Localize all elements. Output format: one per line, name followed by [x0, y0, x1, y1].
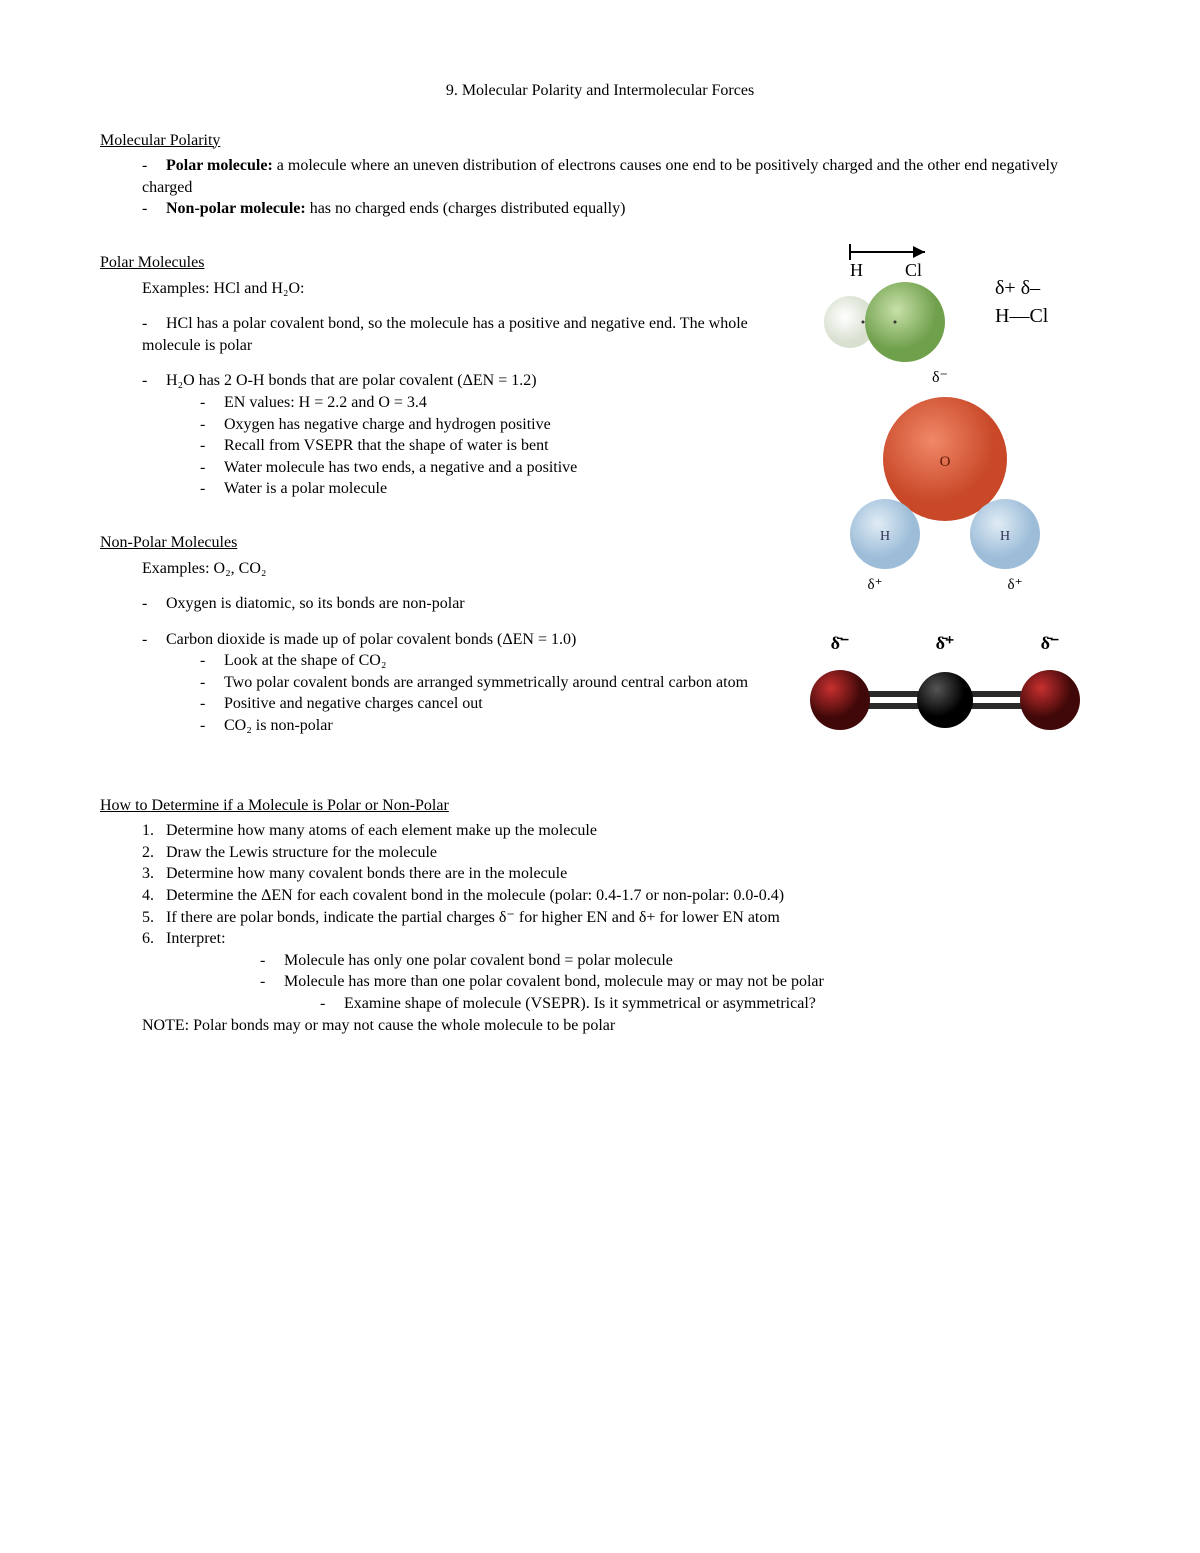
text-nonpolar-examples: Examples: O₂, CO₂: [142, 558, 790, 580]
bullet-nonpolar-molecule: -Non-polar molecule: has no charged ends…: [142, 198, 1100, 220]
svg-text:H: H: [850, 260, 863, 280]
step-4: 4.Determine the ΔEN for each covalent bo…: [142, 885, 1100, 907]
bullet-h2o-en: -EN values: H = 2.2 and O = 3.4: [200, 392, 790, 414]
bullet-h2o: -H₂O has 2 O-H bonds that are polar cova…: [142, 370, 790, 392]
bullet-h2o-ends: -Water molecule has two ends, a negative…: [200, 457, 790, 479]
text-polar-molecule: a molecule where an uneven distribution …: [142, 157, 1058, 196]
svg-text:δ⁻: δ⁻: [932, 369, 948, 386]
heading-how-to-determine: How to Determine if a Molecule is Polar …: [100, 795, 1100, 817]
svg-text:H: H: [1000, 529, 1010, 544]
bullet-co2-symmetric: -Two polar covalent bonds are arranged s…: [200, 672, 790, 694]
bullet-h2o-polar: -Water is a polar molecule: [200, 478, 790, 500]
bullet-h2o-charge: -Oxygen has negative charge and hydrogen…: [200, 414, 790, 436]
svg-text:Cl: Cl: [905, 260, 922, 280]
label-nonpolar-molecule: Non-polar molecule:: [166, 200, 306, 217]
bullet-hcl: -HCl has a polar covalent bond, so the m…: [142, 313, 790, 356]
svg-text:δ̄⁻: δ̄⁻: [1041, 633, 1060, 653]
step-6b: -Molecule has more than one polar covale…: [260, 971, 1100, 993]
step-6: 6.Interpret:: [142, 928, 1100, 950]
bullet-o2: -Oxygen is diatomic, so its bonds are no…: [142, 593, 790, 615]
svg-text:H—Cl: H—Cl: [995, 305, 1049, 327]
note-polar-bonds: NOTE: Polar bonds may or may not cause t…: [142, 1015, 1100, 1037]
bullet-co2: -Carbon dioxide is made up of polar cova…: [142, 629, 790, 651]
svg-text:δ⁺: δ⁺: [868, 577, 883, 593]
bullet-h2o-vsepr: -Recall from VSEPR that the shape of wat…: [200, 435, 790, 457]
diagram-co2: δ̄⁻ δ̄⁺ δ̄⁻: [800, 629, 1090, 749]
page-title: 9. Molecular Polarity and Intermolecular…: [100, 80, 1100, 102]
text-polar-examples: Examples: HCl and H₂O:: [142, 278, 790, 300]
text-nonpolar-molecule: has no charged ends (charges distributed…: [306, 200, 626, 217]
svg-text:O: O: [940, 454, 951, 470]
diagram-h2o: δ⁻ O H H δ⁺ δ⁺: [815, 364, 1075, 594]
bullet-polar-molecule: -Polar molecule: a molecule where an une…: [142, 155, 1100, 198]
svg-text:H: H: [880, 529, 890, 544]
step-6b1: -Examine shape of molecule (VSEPR). Is i…: [320, 993, 1100, 1015]
bullet-co2-shape: -Look at the shape of CO₂: [200, 650, 790, 672]
svg-text:δ̄⁺: δ̄⁺: [936, 633, 955, 653]
step-1: 1.Determine how many atoms of each eleme…: [142, 820, 1100, 842]
step-5: 5.If there are polar bonds, indicate the…: [142, 907, 1100, 929]
label-polar-molecule: Polar molecule:: [166, 157, 273, 174]
step-2: 2.Draw the Lewis structure for the molec…: [142, 842, 1100, 864]
step-6a: -Molecule has only one polar covalent bo…: [260, 950, 1100, 972]
bullet-co2-cancel: -Positive and negative charges cancel ou…: [200, 693, 790, 715]
heading-nonpolar-molecules: Non-Polar Molecules: [100, 532, 790, 554]
heading-molecular-polarity: Molecular Polarity: [100, 130, 1100, 152]
svg-text:δ⁺: δ⁺: [1008, 577, 1023, 593]
svg-text:δ+ δ–: δ+ δ–: [995, 277, 1041, 299]
heading-polar-molecules: Polar Molecules: [100, 252, 790, 274]
svg-text:δ̄⁻: δ̄⁻: [831, 633, 850, 653]
step-3: 3.Determine how many covalent bonds ther…: [142, 863, 1100, 885]
bullet-co2-nonpolar: -CO₂ is non-polar: [200, 715, 790, 737]
diagram-hcl: H Cl δ+ δ– H—Cl: [795, 234, 1095, 364]
